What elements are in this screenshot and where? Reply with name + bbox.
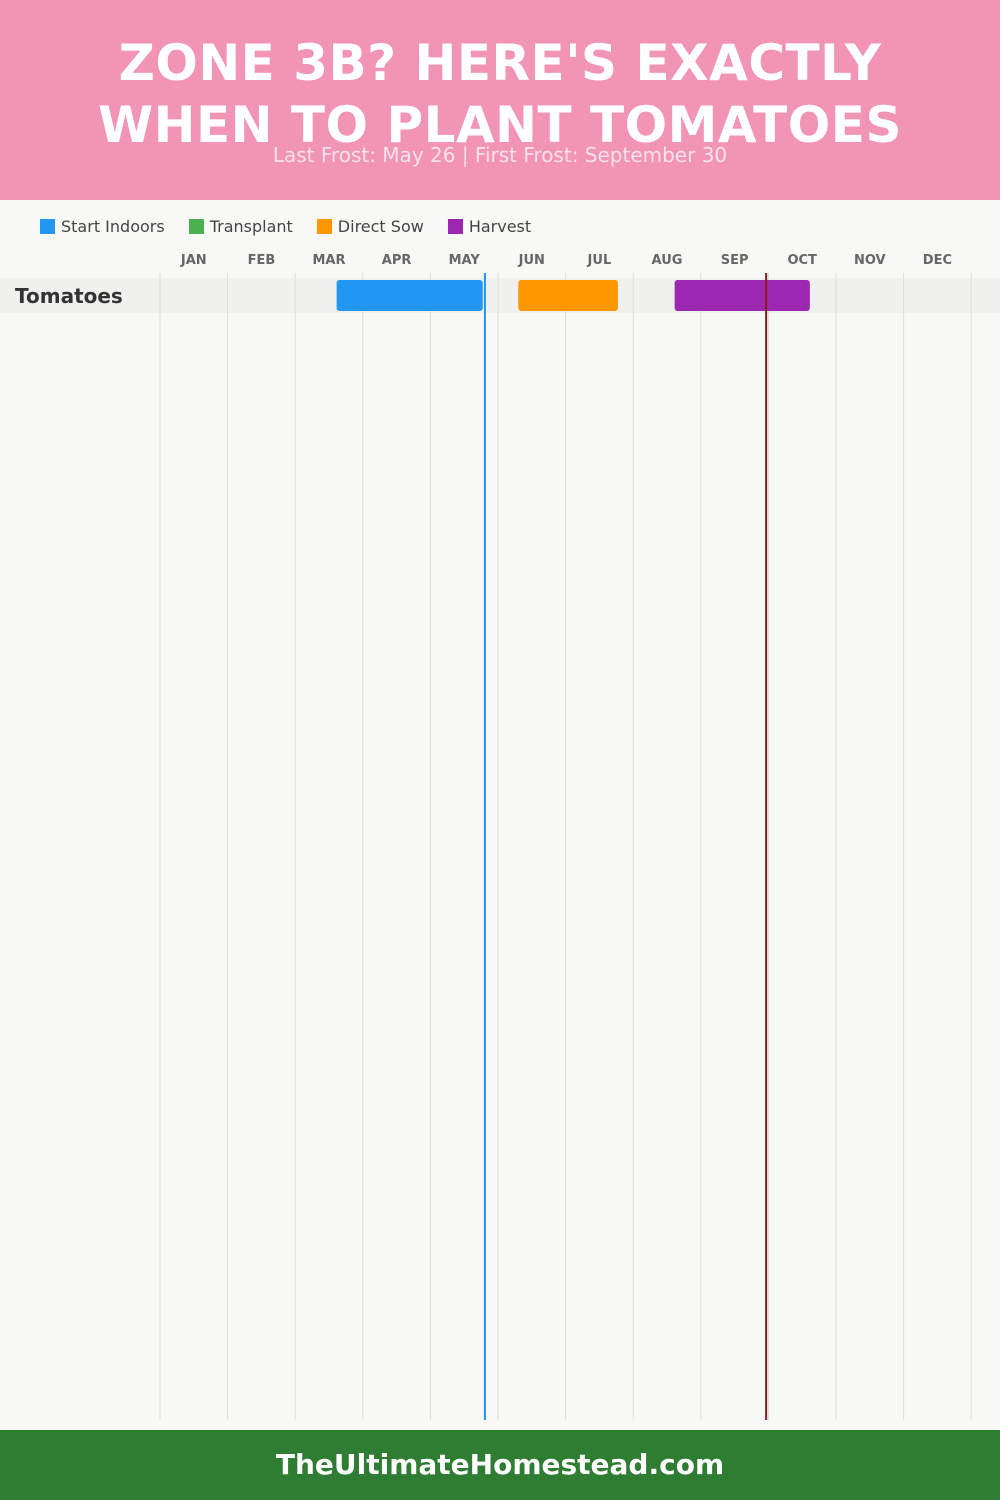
title-line-1: ZONE 3B? HERE'S EXACTLY	[118, 34, 882, 92]
legend-label-transplant: Transplant	[209, 216, 293, 236]
legend-label-direct-sow: Direct Sow	[337, 216, 424, 236]
legend-item-transplant: Transplant	[188, 216, 293, 236]
legend-label-start-indoors: Start Indoors	[61, 216, 165, 236]
month-label-sep: SEP	[721, 253, 749, 268]
legend-item-start-indoors: Start Indoors	[40, 217, 165, 236]
footer-site-name: TheUltimateHomestead.com	[275, 1448, 725, 1481]
crop-row-background	[0, 278, 1000, 313]
month-label-feb: FEB	[248, 253, 276, 268]
month-label-may: MAY	[449, 253, 481, 268]
month-label-jan: JAN	[180, 253, 207, 268]
month-label-jul: JUL	[587, 253, 612, 268]
page-title: ZONE 3B? HERE'S EXACTLY WHEN TO PLANT TO…	[0, 32, 1000, 156]
planting-calendar-chart: JAN FEB MAR APR MAY JUN JUL AUG SEP OCT NOV DEC Toma…	[0, 253, 1000, 1420]
legend-item-harvest: Harvest	[447, 216, 532, 236]
legend-swatch-transplant	[188, 218, 204, 234]
title-line-2: WHEN TO PLANT TOMATOES	[98, 96, 902, 154]
month-label-nov: NOV	[854, 253, 886, 268]
crop-label-tomatoes: Tomatoes	[15, 284, 123, 308]
legend-swatch-start-indoors	[40, 218, 55, 234]
legend-label-harvest: Harvest	[468, 216, 532, 236]
legend-swatch-harvest	[447, 218, 463, 234]
bar-direct-sow	[518, 280, 618, 311]
legend: Start Indoors Transplant Direct Sow Harv…	[40, 214, 531, 238]
legend-item-direct-sow: Direct Sow	[316, 216, 424, 236]
footer-banner: TheUltimateHomestead.com	[0, 1430, 1000, 1500]
month-label-jun: JUN	[518, 253, 545, 268]
bar-harvest	[674, 280, 810, 311]
month-label-mar: MAR	[312, 253, 345, 268]
month-label-apr: APR	[382, 253, 412, 268]
frost-dates-subtitle: Last Frost: May 26 | First Frost: Septem…	[272, 143, 728, 167]
legend-swatch-direct-sow	[316, 218, 332, 234]
bar-start-indoors	[336, 280, 483, 311]
month-label-aug: AUG	[652, 253, 683, 268]
header-banner: ZONE 3B? HERE'S EXACTLY WHEN TO PLANT TO…	[0, 0, 1000, 200]
month-label-dec: DEC	[923, 253, 952, 268]
month-label-oct: OCT	[787, 253, 817, 268]
